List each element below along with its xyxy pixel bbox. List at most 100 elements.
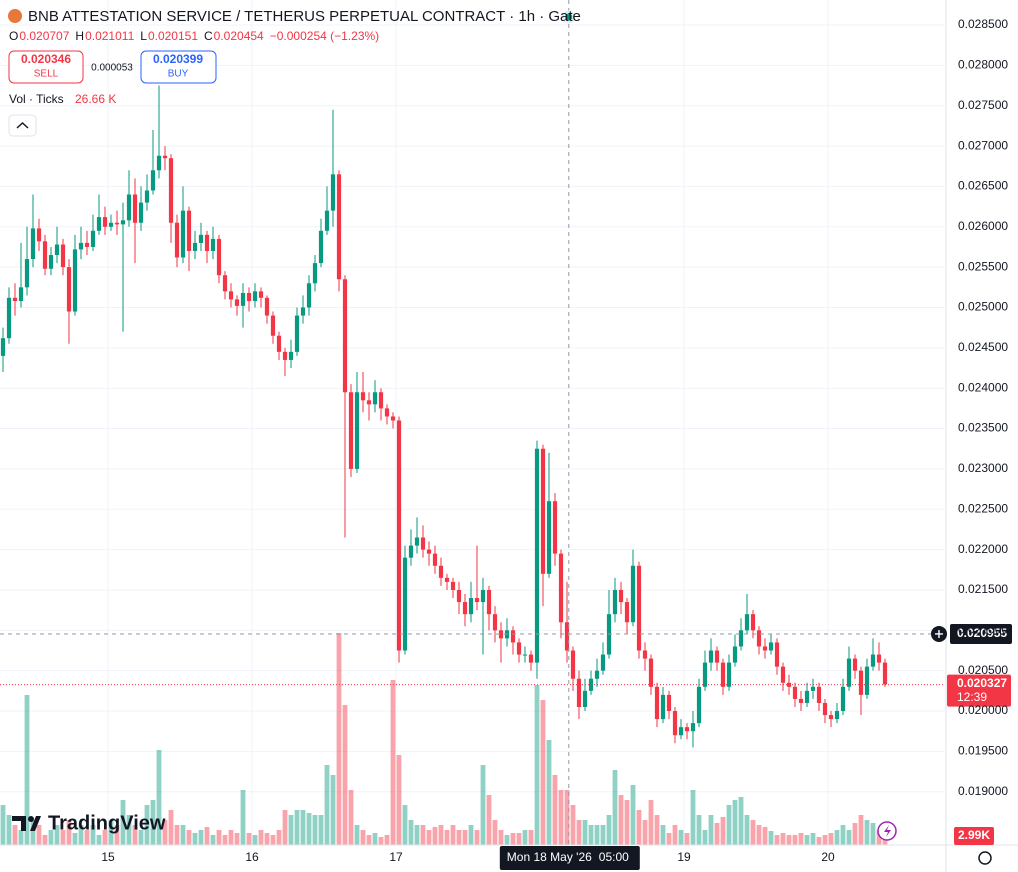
candle-body — [144, 190, 150, 203]
settings-button[interactable] — [978, 851, 992, 865]
candle-body — [798, 698, 804, 703]
collapse-button[interactable] — [8, 114, 37, 137]
volume-bar — [408, 820, 414, 845]
volume-bar — [792, 835, 798, 845]
volume-bar — [180, 825, 186, 845]
volume-bar — [756, 825, 762, 845]
volume-bar — [84, 830, 90, 845]
candle-body — [78, 242, 84, 250]
volume-bar — [702, 830, 708, 845]
volume-bar — [540, 700, 546, 845]
candle-body — [522, 654, 528, 656]
x-tick-label: 15 — [101, 850, 115, 864]
volume-bar — [150, 800, 156, 845]
volume-bar — [744, 815, 750, 845]
candle-body — [162, 155, 168, 159]
candle-body — [204, 234, 210, 251]
candle-body — [168, 158, 174, 223]
volume-bar — [816, 837, 822, 845]
volume-bar — [480, 765, 486, 845]
candle-body — [594, 670, 600, 679]
volume-bar — [528, 830, 534, 845]
candle-body — [486, 589, 492, 615]
candle-body — [792, 686, 798, 699]
buy-button[interactable] — [140, 50, 217, 84]
volume-bar — [378, 837, 384, 845]
candle-body — [240, 292, 246, 306]
candle-body — [426, 549, 432, 554]
candle-body — [510, 630, 516, 643]
candle-body — [90, 230, 96, 247]
volume-bar — [642, 820, 648, 845]
volume-bar — [132, 825, 138, 845]
volume-bar — [438, 825, 444, 845]
candle-body — [420, 537, 426, 550]
candle-body — [882, 662, 888, 685]
countdown: 12:39 — [957, 690, 987, 704]
candle-body — [876, 654, 882, 663]
candle-body — [330, 174, 336, 211]
x-tick-label: 19 — [677, 850, 691, 864]
candle-body — [618, 589, 624, 603]
candle-body — [690, 723, 696, 732]
volume-bar — [810, 833, 816, 845]
buy-label[interactable]: BUY — [168, 69, 189, 80]
candle-body — [570, 650, 576, 679]
volume-bar — [504, 835, 510, 845]
candle-body — [300, 307, 306, 316]
volume-bar — [108, 820, 114, 845]
crosshair-x-time: 05:00 — [599, 850, 629, 864]
candle-body — [228, 291, 234, 300]
legend-change: −0.000254 (−1.23%) — [270, 29, 379, 43]
volume-bar — [558, 790, 564, 845]
volume-bar — [396, 755, 402, 845]
crosshair-x-label: Mon 18 May '26 — [507, 850, 592, 864]
candle-body — [870, 654, 876, 667]
volume-bar — [834, 830, 840, 845]
volume-bar — [174, 825, 180, 845]
sell-label[interactable]: SELL — [34, 69, 59, 80]
candle-body — [462, 602, 468, 615]
volume-bar — [234, 833, 240, 845]
candle-body — [816, 686, 822, 703]
candle-body — [564, 622, 570, 651]
last-price-box — [947, 674, 1011, 707]
candle-body — [540, 448, 546, 574]
volume-bar — [492, 820, 498, 845]
volume-bar — [300, 810, 306, 845]
add-alert-icon[interactable] — [935, 629, 943, 638]
sell-price[interactable]: 0.020346 — [21, 52, 71, 66]
sell-button[interactable] — [8, 50, 84, 84]
volume-bar — [246, 833, 252, 845]
candle-layer — [0, 85, 888, 748]
volume-bar — [306, 813, 312, 845]
candle-body — [738, 630, 744, 647]
volume-bar — [354, 825, 360, 845]
buy-price[interactable]: 0.020399 — [153, 52, 203, 66]
y-tick-label: 0.023000 — [958, 461, 1008, 475]
candle-body — [312, 263, 318, 284]
crosshair-y-label: 0.020955 — [957, 626, 1007, 640]
volume-bar — [162, 820, 168, 845]
volume-bar — [798, 833, 804, 845]
candle-body — [192, 242, 198, 251]
volume-bar — [840, 825, 846, 845]
volume-bar — [78, 825, 84, 845]
candle-body — [48, 255, 54, 269]
volume-bar — [318, 815, 324, 845]
candle-body — [696, 686, 702, 724]
volume-bar — [258, 830, 264, 845]
candle-body — [684, 727, 690, 732]
volume-bar — [486, 795, 492, 845]
candle-body — [384, 408, 390, 417]
watermark: TradingView — [12, 812, 166, 834]
collapse-icon[interactable] — [16, 122, 29, 129]
volume-bar — [630, 785, 636, 845]
candle-body — [6, 297, 12, 339]
candle-body — [276, 335, 282, 352]
candle-body — [516, 642, 522, 655]
flash-icon[interactable] — [884, 825, 891, 837]
candle-body — [768, 642, 774, 651]
candle-body — [840, 686, 846, 712]
